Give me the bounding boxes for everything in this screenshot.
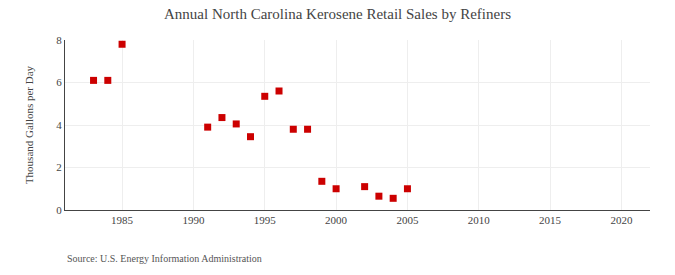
svg-text:0: 0 [56,204,62,216]
svg-text:1995: 1995 [254,214,277,226]
svg-text:4: 4 [56,119,62,131]
svg-text:2015: 2015 [539,214,562,226]
svg-text:1985: 1985 [111,214,134,226]
svg-text:6: 6 [56,76,62,88]
svg-text:2010: 2010 [468,214,491,226]
svg-text:2005: 2005 [396,214,419,226]
svg-text:Thousand Gallons per Day: Thousand Gallons per Day [23,65,35,184]
svg-text:8: 8 [56,34,62,46]
svg-text:2020: 2020 [610,214,633,226]
svg-text:Annual North Carolina Kerosene: Annual North Carolina Kerosene Retail Sa… [164,6,511,22]
svg-text:Source: U.S. Energy Informatio: Source: U.S. Energy Information Administ… [67,253,262,264]
svg-text:1990: 1990 [182,214,205,226]
svg-text:2000: 2000 [325,214,348,226]
svg-text:2: 2 [56,161,62,173]
